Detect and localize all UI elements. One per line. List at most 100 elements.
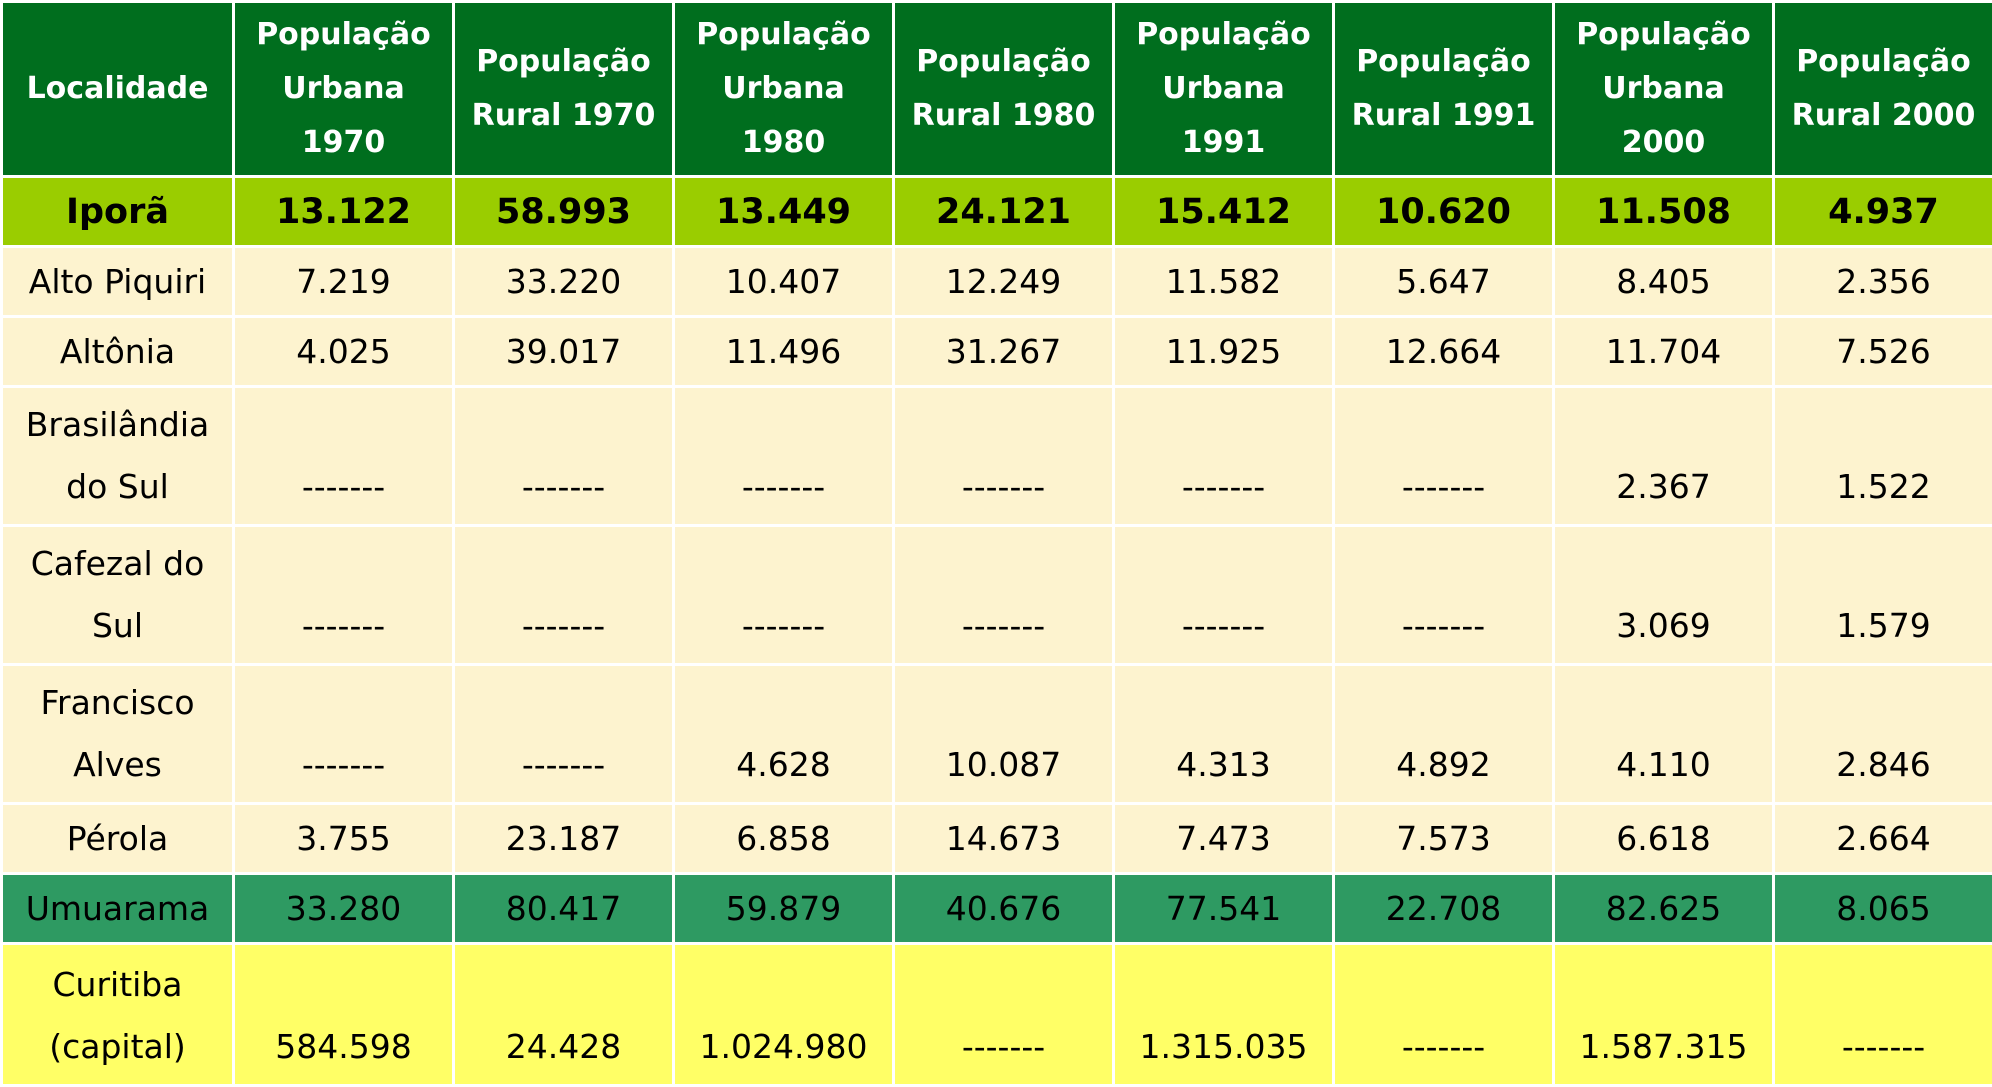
table-cell: 1.315.035 — [1114, 944, 1334, 1086]
table-cell: 5.647 — [1334, 247, 1554, 317]
table-cell: ------- — [234, 665, 454, 804]
table-cell: 13.449 — [674, 177, 894, 247]
table-cell: 3.755 — [234, 804, 454, 874]
table-cell: 23.187 — [454, 804, 674, 874]
table-cell: ------- — [234, 387, 454, 526]
table-cell: 7.219 — [234, 247, 454, 317]
row-label-cell: Umuarama — [2, 874, 234, 944]
table-cell: 1.522 — [1774, 387, 1992, 526]
table-cell: 12.664 — [1334, 317, 1554, 387]
table-cell: 10.407 — [674, 247, 894, 317]
table-cell: 8.405 — [1554, 247, 1774, 317]
table-cell: 11.508 — [1554, 177, 1774, 247]
table-cell: ------- — [894, 944, 1114, 1086]
table-cell: ------- — [454, 665, 674, 804]
table-cell: 33.280 — [234, 874, 454, 944]
table-cell: 40.676 — [894, 874, 1114, 944]
table-cell: 31.267 — [894, 317, 1114, 387]
column-header-urbana-1980: População Urbana 1980 — [674, 2, 894, 177]
table-cell: 7.573 — [1334, 804, 1554, 874]
table-row: Brasilândia do Sul----------------------… — [2, 387, 1992, 526]
row-label-cell: Alto Piquiri — [2, 247, 234, 317]
table-cell: 4.313 — [1114, 665, 1334, 804]
row-label-cell: Iporã — [2, 177, 234, 247]
table-cell: 59.879 — [674, 874, 894, 944]
column-header-urbana-1970: População Urbana 1970 — [234, 2, 454, 177]
row-label-cell: Cafezal do Sul — [2, 526, 234, 665]
column-header-rural-1970: População Rural 1970 — [454, 2, 674, 177]
table-cell: 10.087 — [894, 665, 1114, 804]
table-cell: ------- — [674, 526, 894, 665]
table-cell: 584.598 — [234, 944, 454, 1086]
table-cell: 24.121 — [894, 177, 1114, 247]
table-cell: 11.496 — [674, 317, 894, 387]
table-cell: 6.858 — [674, 804, 894, 874]
table-cell: 15.412 — [1114, 177, 1334, 247]
column-header-urbana-1991: População Urbana 1991 — [1114, 2, 1334, 177]
table-cell: 2.846 — [1774, 665, 1992, 804]
table-cell: ------- — [674, 387, 894, 526]
table-cell: 4.025 — [234, 317, 454, 387]
table-cell: 80.417 — [454, 874, 674, 944]
table-cell: ------- — [1334, 944, 1554, 1086]
table-cell: 22.708 — [1334, 874, 1554, 944]
table-cell: 82.625 — [1554, 874, 1774, 944]
row-label-cell: Pérola — [2, 804, 234, 874]
table-cell: 6.618 — [1554, 804, 1774, 874]
table-cell: 12.249 — [894, 247, 1114, 317]
table-cell: ------- — [1114, 526, 1334, 665]
table-cell: 11.925 — [1114, 317, 1334, 387]
table-cell: 39.017 — [454, 317, 674, 387]
row-label-cell: Altônia — [2, 317, 234, 387]
table-cell: ------- — [1114, 387, 1334, 526]
row-label-cell: Francisco Alves — [2, 665, 234, 804]
table-cell: ------- — [894, 387, 1114, 526]
table-cell: 58.993 — [454, 177, 674, 247]
table-cell: 10.620 — [1334, 177, 1554, 247]
table-cell: 77.541 — [1114, 874, 1334, 944]
table-cell: 1.587.315 — [1554, 944, 1774, 1086]
table-row: Cafezal do Sul--------------------------… — [2, 526, 1992, 665]
table-cell: ------- — [1334, 526, 1554, 665]
table-cell: 4.892 — [1334, 665, 1554, 804]
table-cell: ------- — [454, 526, 674, 665]
table-cell: 2.664 — [1774, 804, 1992, 874]
table-cell: 11.704 — [1554, 317, 1774, 387]
table-cell: 14.673 — [894, 804, 1114, 874]
column-header-rural-2000: População Rural 2000 — [1774, 2, 1992, 177]
table-cell: 11.582 — [1114, 247, 1334, 317]
table-header-row: Localidade População Urbana 1970 Populaç… — [2, 2, 1992, 177]
table-cell: 24.428 — [454, 944, 674, 1086]
table-cell: 3.069 — [1554, 526, 1774, 665]
table-cell: 7.473 — [1114, 804, 1334, 874]
row-label-cell: Curitiba (capital) — [2, 944, 234, 1086]
table-cell: ------- — [1334, 387, 1554, 526]
table-cell: 2.367 — [1554, 387, 1774, 526]
table-cell: 33.220 — [454, 247, 674, 317]
table-cell: 4.110 — [1554, 665, 1774, 804]
column-header-localidade: Localidade — [2, 2, 234, 177]
table-cell: ------- — [234, 526, 454, 665]
table-cell: ------- — [894, 526, 1114, 665]
table-cell: 4.937 — [1774, 177, 1992, 247]
column-header-rural-1991: População Rural 1991 — [1334, 2, 1554, 177]
column-header-urbana-2000: População Urbana 2000 — [1554, 2, 1774, 177]
row-label-cell: Brasilândia do Sul — [2, 387, 234, 526]
table-cell: 1.024.980 — [674, 944, 894, 1086]
table-cell: 4.628 — [674, 665, 894, 804]
table-cell: ------- — [1774, 944, 1992, 1086]
table-cell: 1.579 — [1774, 526, 1992, 665]
table-cell: ------- — [454, 387, 674, 526]
column-header-rural-1980: População Rural 1980 — [894, 2, 1114, 177]
table-cell: 7.526 — [1774, 317, 1992, 387]
table-cell: 8.065 — [1774, 874, 1992, 944]
